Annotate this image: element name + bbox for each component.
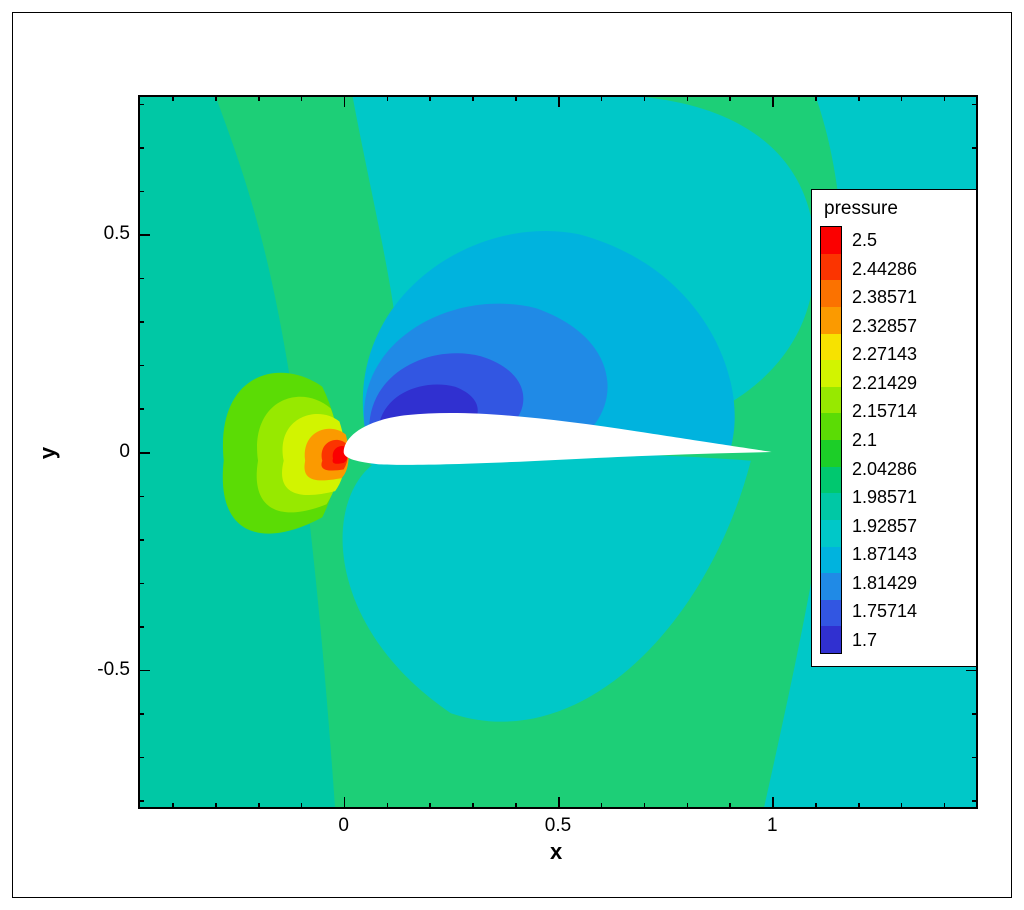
x-axis-label: x xyxy=(550,839,562,865)
axis-tick xyxy=(972,147,978,149)
axis-tick xyxy=(858,95,860,101)
axis-tick xyxy=(515,95,517,101)
axis-tick xyxy=(901,95,903,101)
legend-label: 1.92857 xyxy=(852,517,917,535)
legend-label: 2.04286 xyxy=(852,460,917,478)
axis-tick xyxy=(858,803,860,809)
axis-tick xyxy=(138,539,144,541)
axis-tick xyxy=(644,803,646,809)
axis-tick xyxy=(344,797,346,809)
axis-tick xyxy=(687,803,689,809)
axis-tick xyxy=(429,803,431,809)
axis-tick xyxy=(972,800,978,802)
axis-tick xyxy=(138,278,144,280)
axis-tick xyxy=(972,713,978,715)
axis-tick xyxy=(729,95,731,101)
axis-tick xyxy=(138,452,150,454)
axis-tick xyxy=(172,95,174,101)
legend-label: 2.5 xyxy=(852,231,917,249)
axis-tick xyxy=(138,670,150,672)
axis-tick xyxy=(815,803,817,809)
axis-tick xyxy=(729,803,731,809)
legend-label: 1.7 xyxy=(852,631,917,649)
legend-label: 2.1 xyxy=(852,431,917,449)
axis-tick xyxy=(138,365,144,367)
axis-tick xyxy=(901,803,903,809)
axis-tick xyxy=(972,757,978,759)
axis-tick xyxy=(258,803,260,809)
axis-tick xyxy=(138,104,144,106)
axis-tick xyxy=(944,803,946,809)
y-tick-label: 0.5 xyxy=(70,223,130,245)
y-axis-label: y xyxy=(35,447,61,459)
x-tick-label: 0.5 xyxy=(528,815,588,837)
legend-label: 2.38571 xyxy=(852,288,917,306)
x-tick-label: 1 xyxy=(742,815,802,837)
axis-tick xyxy=(966,670,978,672)
axis-tick xyxy=(138,800,144,802)
legend-label: 2.15714 xyxy=(852,402,917,420)
legend-label: 2.32857 xyxy=(852,317,917,335)
legend-label: 1.75714 xyxy=(852,602,917,620)
axis-tick xyxy=(215,95,217,101)
legend: pressure2.52.442862.385712.328572.271432… xyxy=(811,189,977,667)
legend-label: 2.27143 xyxy=(852,345,917,363)
legend-label: 1.98571 xyxy=(852,488,917,506)
legend-title: pressure xyxy=(824,198,968,220)
axis-tick xyxy=(138,408,144,410)
axis-tick xyxy=(138,321,144,323)
axis-tick xyxy=(558,797,560,809)
x-tick-label: 0 xyxy=(314,815,374,837)
axis-tick xyxy=(138,234,150,236)
axis-tick xyxy=(301,803,303,809)
axis-tick xyxy=(387,803,389,809)
axis-tick xyxy=(772,797,774,809)
axis-tick xyxy=(472,95,474,101)
axis-tick xyxy=(972,104,978,106)
axis-tick xyxy=(172,803,174,809)
y-tick-label: -0.5 xyxy=(70,659,130,681)
legend-colorbar xyxy=(820,226,842,654)
legend-label: 2.44286 xyxy=(852,260,917,278)
legend-label: 1.81429 xyxy=(852,574,917,592)
y-tick-label: 0 xyxy=(70,441,130,463)
axis-tick xyxy=(138,757,144,759)
axis-tick xyxy=(644,95,646,101)
legend-label: 2.21429 xyxy=(852,374,917,392)
axis-tick xyxy=(301,95,303,101)
axis-tick xyxy=(215,803,217,809)
axis-tick xyxy=(687,95,689,101)
axis-tick xyxy=(472,803,474,809)
axis-tick xyxy=(344,95,346,107)
axis-tick xyxy=(138,583,144,585)
axis-tick xyxy=(138,626,144,628)
axis-tick xyxy=(138,496,144,498)
axis-tick xyxy=(558,95,560,107)
axis-tick xyxy=(429,95,431,101)
legend-labels: 2.5 2.44286 2.38571 2.32857 2.27143 2.21429 2.… xyxy=(852,226,917,654)
legend-label: 1.87143 xyxy=(852,545,917,563)
axis-tick xyxy=(515,803,517,809)
axis-tick xyxy=(387,95,389,101)
axis-tick xyxy=(258,95,260,101)
axis-tick xyxy=(944,95,946,101)
axis-tick xyxy=(601,803,603,809)
axis-tick xyxy=(772,95,774,107)
axis-tick xyxy=(138,713,144,715)
axis-tick xyxy=(815,95,817,101)
axis-tick xyxy=(138,191,144,193)
axis-tick xyxy=(601,95,603,101)
axis-tick xyxy=(138,147,144,149)
